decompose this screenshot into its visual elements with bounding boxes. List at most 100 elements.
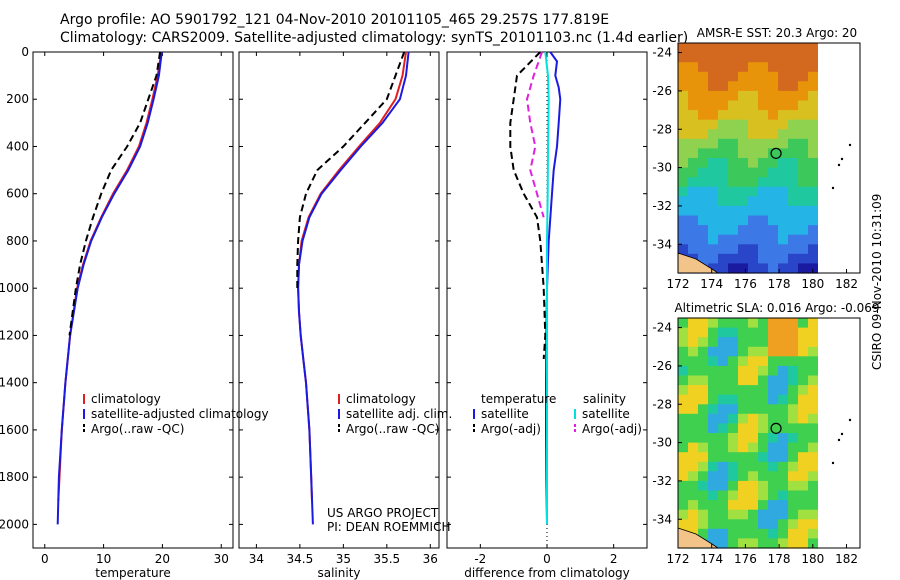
map-cell [678,244,689,255]
map-cell [718,519,729,530]
map-cell [758,119,769,130]
island-dot [848,418,852,422]
map-cell [798,167,809,178]
map-cell [788,365,799,377]
map-cell [788,186,799,197]
map-cell [778,138,789,149]
map-cell [758,215,769,226]
y-tick-label: -26 [652,84,672,98]
map-cell [798,375,809,386]
map-cell [768,177,779,188]
map-cell [728,234,739,245]
map-cell [788,442,799,453]
map-cell [688,413,699,424]
map-cell [748,186,759,197]
map-cell [718,234,729,245]
map-cell [728,90,739,102]
map-cell [718,215,729,226]
map-cell [698,394,709,405]
series-line [296,51,406,289]
map-cell [718,129,729,140]
figure-title-line2: Climatology: CARS2009. Satellite-adjuste… [60,30,689,46]
legend-label: satellite adj. clim. [346,407,452,421]
map-cell [728,186,739,197]
map-cell [798,404,809,415]
map-cell [728,43,739,54]
map-cell [748,138,759,149]
map-cell [698,148,709,159]
map-cell [808,100,819,111]
map-cell [718,100,729,111]
map-cell [728,177,739,188]
map-cell [768,110,779,121]
map-cell [688,215,699,226]
map-cell [718,71,729,82]
map-cell [798,538,809,549]
map-cell [718,138,729,149]
x-tick-label: 172 [667,552,690,566]
map-cell [698,52,709,63]
map-cell [718,148,729,159]
map-cell [758,244,769,255]
y-tick-label: -34 [652,512,672,526]
map-cell [768,148,779,159]
map-cell [748,375,759,386]
map-cell [788,471,799,482]
map-cell [728,62,739,73]
map-cell [698,234,709,245]
map-cell [808,177,819,188]
map-cell [738,500,749,511]
map-cell [748,423,759,434]
map-cell [798,186,809,197]
map-cell [678,490,689,501]
map-cell [778,110,789,121]
map-cell [708,43,719,54]
map-cell [708,138,719,149]
map-cell [698,337,709,348]
map-cell [718,528,729,539]
map-cell [738,167,749,178]
map-cell [738,365,749,377]
map-cell [778,129,789,140]
map-cell [728,167,739,178]
map-cell [738,138,749,149]
map-cell [708,52,719,63]
map-cell [778,490,789,501]
map-cell [778,43,789,54]
argo-position-marker [770,147,782,159]
map-cell [798,385,809,396]
map-cell [798,71,809,82]
x-tick-label: -2 [474,552,486,566]
map-cell [738,442,749,453]
x-tick-label: 10 [96,552,111,566]
map-cell [708,375,719,386]
map-cell [698,90,709,102]
map-cell [788,81,799,92]
map-cell [678,138,689,149]
map-cell [748,404,759,415]
map-title: AMSR-E SST: 20.3 Argo: 20 [697,26,857,40]
map-cell [688,509,699,520]
y-tick-label: -26 [652,359,672,373]
map-cell [798,263,809,274]
map-cell [708,90,719,102]
map-cell [738,71,749,82]
map-cell [798,253,809,264]
map-cell [778,423,789,434]
map-cell [788,129,799,140]
map-cell [738,356,749,367]
map-cell [798,365,809,377]
map-cell [788,356,799,367]
map-cell [688,327,699,338]
map-cell [788,519,799,530]
map-cell [758,538,769,549]
map-cell [708,110,719,121]
map-cell [728,205,739,217]
map-cell [718,110,729,121]
map-cell [688,519,699,530]
map-cell [788,138,799,149]
map-cell [768,167,779,178]
map-cell [718,205,729,217]
map-cell [778,148,789,159]
map-cell [788,337,799,348]
